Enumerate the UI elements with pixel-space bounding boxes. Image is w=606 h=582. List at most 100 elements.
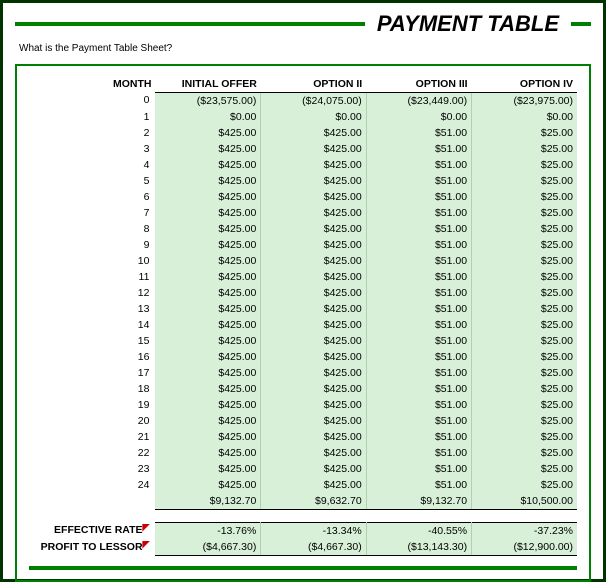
month-cell: 6 bbox=[29, 189, 155, 205]
option3-cell: $51.00 bbox=[366, 461, 471, 477]
option4-cell: $25.00 bbox=[472, 141, 577, 157]
option3-cell: $51.00 bbox=[366, 477, 471, 493]
table-row: 13$425.00$425.00$51.00$25.00 bbox=[29, 301, 577, 317]
option2-cell: $425.00 bbox=[261, 461, 366, 477]
option4-cell: $25.00 bbox=[472, 317, 577, 333]
month-cell: 13 bbox=[29, 301, 155, 317]
table-row: 11$425.00$425.00$51.00$25.00 bbox=[29, 269, 577, 285]
option3-cell: $51.00 bbox=[366, 365, 471, 381]
option2-cell: $425.00 bbox=[261, 381, 366, 397]
option3-cell: $51.00 bbox=[366, 381, 471, 397]
effective-rate-option4: -37.23% bbox=[472, 523, 577, 540]
effective-rate-label: EFFECTIVE RATE◤ bbox=[29, 523, 155, 540]
profit-initial: ($4,667.30) bbox=[155, 539, 260, 556]
total-option4: $10,500.00 bbox=[472, 493, 577, 510]
option3-cell: ($23,449.00) bbox=[366, 93, 471, 110]
option3-cell: $51.00 bbox=[366, 445, 471, 461]
table-row: 6$425.00$425.00$51.00$25.00 bbox=[29, 189, 577, 205]
option3-cell: $51.00 bbox=[366, 301, 471, 317]
initial-offer-cell: ($23,575.00) bbox=[155, 93, 260, 110]
table-row: 9$425.00$425.00$51.00$25.00 bbox=[29, 237, 577, 253]
initial-offer-cell: $425.00 bbox=[155, 381, 260, 397]
table-row: 7$425.00$425.00$51.00$25.00 bbox=[29, 205, 577, 221]
profit-option2: ($4,667.30) bbox=[261, 539, 366, 556]
option3-cell: $51.00 bbox=[366, 269, 471, 285]
initial-offer-cell: $425.00 bbox=[155, 253, 260, 269]
option2-cell: $425.00 bbox=[261, 221, 366, 237]
comment-marker-icon: ◤ bbox=[143, 522, 150, 532]
option3-cell: $51.00 bbox=[366, 333, 471, 349]
table-row: 14$425.00$425.00$51.00$25.00 bbox=[29, 317, 577, 333]
option4-cell: $25.00 bbox=[472, 397, 577, 413]
option4-cell: $25.00 bbox=[472, 445, 577, 461]
option4-cell: $25.00 bbox=[472, 205, 577, 221]
effective-rate-row: EFFECTIVE RATE◤ -13.76% -13.34% -40.55% … bbox=[29, 523, 577, 540]
table-row: 1$0.00$0.00$0.00$0.00 bbox=[29, 109, 577, 125]
option2-cell: $425.00 bbox=[261, 477, 366, 493]
table-row: 18$425.00$425.00$51.00$25.00 bbox=[29, 381, 577, 397]
payment-table: MONTH INITIAL OFFER OPTION II OPTION III… bbox=[29, 76, 577, 510]
initial-offer-cell: $425.00 bbox=[155, 221, 260, 237]
option2-cell: $425.00 bbox=[261, 445, 366, 461]
header-option3: OPTION III bbox=[366, 76, 471, 93]
initial-offer-cell: $425.00 bbox=[155, 365, 260, 381]
table-row: 19$425.00$425.00$51.00$25.00 bbox=[29, 397, 577, 413]
initial-offer-cell: $425.00 bbox=[155, 317, 260, 333]
option2-cell: ($24,075.00) bbox=[261, 93, 366, 110]
option4-cell: $25.00 bbox=[472, 253, 577, 269]
initial-offer-cell: $425.00 bbox=[155, 445, 260, 461]
profit-option4: ($12,900.00) bbox=[472, 539, 577, 556]
subtitle-link[interactable]: What is the Payment Table Sheet? bbox=[19, 43, 591, 54]
option4-cell: $25.00 bbox=[472, 333, 577, 349]
month-cell: 22 bbox=[29, 445, 155, 461]
option3-cell: $51.00 bbox=[366, 205, 471, 221]
month-cell: 20 bbox=[29, 413, 155, 429]
month-cell: 16 bbox=[29, 349, 155, 365]
option2-cell: $425.00 bbox=[261, 173, 366, 189]
month-cell: 2 bbox=[29, 125, 155, 141]
option2-cell: $0.00 bbox=[261, 109, 366, 125]
option4-cell: $25.00 bbox=[472, 301, 577, 317]
initial-offer-cell: $0.00 bbox=[155, 109, 260, 125]
initial-offer-cell: $425.00 bbox=[155, 189, 260, 205]
option2-cell: $425.00 bbox=[261, 205, 366, 221]
month-cell: 14 bbox=[29, 317, 155, 333]
option4-cell: $25.00 bbox=[472, 381, 577, 397]
profit-row: PROFIT TO LESSOR◤ ($4,667.30) ($4,667.30… bbox=[29, 539, 577, 556]
option4-cell: $25.00 bbox=[472, 157, 577, 173]
month-cell: 4 bbox=[29, 157, 155, 173]
option2-cell: $425.00 bbox=[261, 189, 366, 205]
total-option2: $9,632.70 bbox=[261, 493, 366, 510]
month-cell: 10 bbox=[29, 253, 155, 269]
header-option4: OPTION IV bbox=[472, 76, 577, 93]
option4-cell: $25.00 bbox=[472, 365, 577, 381]
total-option3: $9,132.70 bbox=[366, 493, 471, 510]
table-row: 12$425.00$425.00$51.00$25.00 bbox=[29, 285, 577, 301]
initial-offer-cell: $425.00 bbox=[155, 301, 260, 317]
initial-offer-cell: $425.00 bbox=[155, 141, 260, 157]
initial-offer-cell: $425.00 bbox=[155, 477, 260, 493]
month-cell: 17 bbox=[29, 365, 155, 381]
option4-cell: $25.00 bbox=[472, 461, 577, 477]
initial-offer-cell: $425.00 bbox=[155, 349, 260, 365]
effective-rate-option3: -40.55% bbox=[366, 523, 471, 540]
title-rule-left bbox=[15, 22, 365, 26]
month-cell: 23 bbox=[29, 461, 155, 477]
option2-cell: $425.00 bbox=[261, 429, 366, 445]
initial-offer-cell: $425.00 bbox=[155, 125, 260, 141]
option2-cell: $425.00 bbox=[261, 333, 366, 349]
month-cell: 8 bbox=[29, 221, 155, 237]
option2-cell: $425.00 bbox=[261, 269, 366, 285]
profit-label: PROFIT TO LESSOR◤ bbox=[29, 539, 155, 556]
option3-cell: $51.00 bbox=[366, 141, 471, 157]
initial-offer-cell: $425.00 bbox=[155, 285, 260, 301]
table-row: 4$425.00$425.00$51.00$25.00 bbox=[29, 157, 577, 173]
month-cell: 21 bbox=[29, 429, 155, 445]
table-row: 24$425.00$425.00$51.00$25.00 bbox=[29, 477, 577, 493]
header-initial-offer: INITIAL OFFER bbox=[155, 76, 260, 93]
header-option2: OPTION II bbox=[261, 76, 366, 93]
table-row: 0($23,575.00)($24,075.00)($23,449.00)($2… bbox=[29, 93, 577, 110]
option4-cell: $25.00 bbox=[472, 125, 577, 141]
totals-label-cell bbox=[29, 493, 155, 510]
table-header-row: MONTH INITIAL OFFER OPTION II OPTION III… bbox=[29, 76, 577, 93]
